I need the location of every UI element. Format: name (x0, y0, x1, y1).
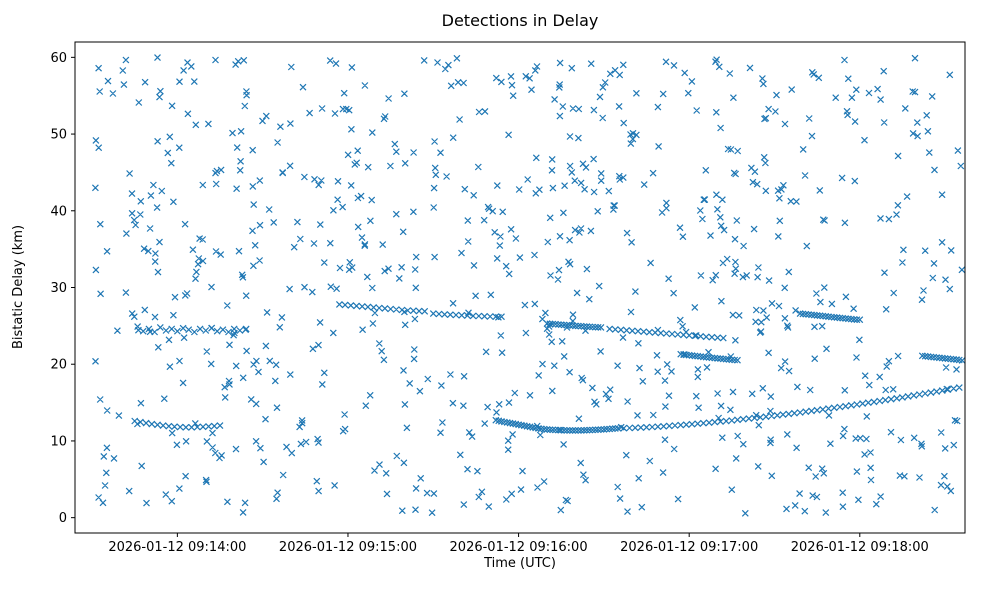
x-axis-label: Time (UTC) (483, 556, 556, 571)
x-tick-label: 2026-01-12 09:15:00 (279, 540, 417, 555)
y-tick-label: 20 (50, 358, 67, 373)
chart-title: Detections in Delay (442, 11, 599, 30)
y-tick-label: 40 (50, 204, 67, 219)
y-tick-label: 50 (50, 128, 67, 143)
x-tick-label: 2026-01-12 09:17:00 (620, 540, 758, 555)
y-axis-label: Bistatic Delay (km) (11, 225, 26, 349)
y-tick-label: 10 (50, 434, 67, 449)
x-axis-ticks: 2026-01-12 09:14:00 2026-01-12 09:15:00 20… (108, 533, 929, 555)
x-tick-label: 2026-01-12 09:18:00 (791, 540, 929, 555)
y-tick-label: 60 (50, 51, 67, 66)
detection-markers (91, 54, 966, 517)
x-tick-label: 2026-01-12 09:14:00 (108, 540, 246, 555)
y-tick-label: 30 (50, 281, 67, 296)
y-axis-ticks: 0 10 20 30 40 50 60 (50, 51, 75, 526)
scatter-points (91, 54, 966, 517)
y-tick-label: 0 (59, 511, 67, 526)
x-tick-label: 2026-01-12 09:16:00 (450, 540, 588, 555)
